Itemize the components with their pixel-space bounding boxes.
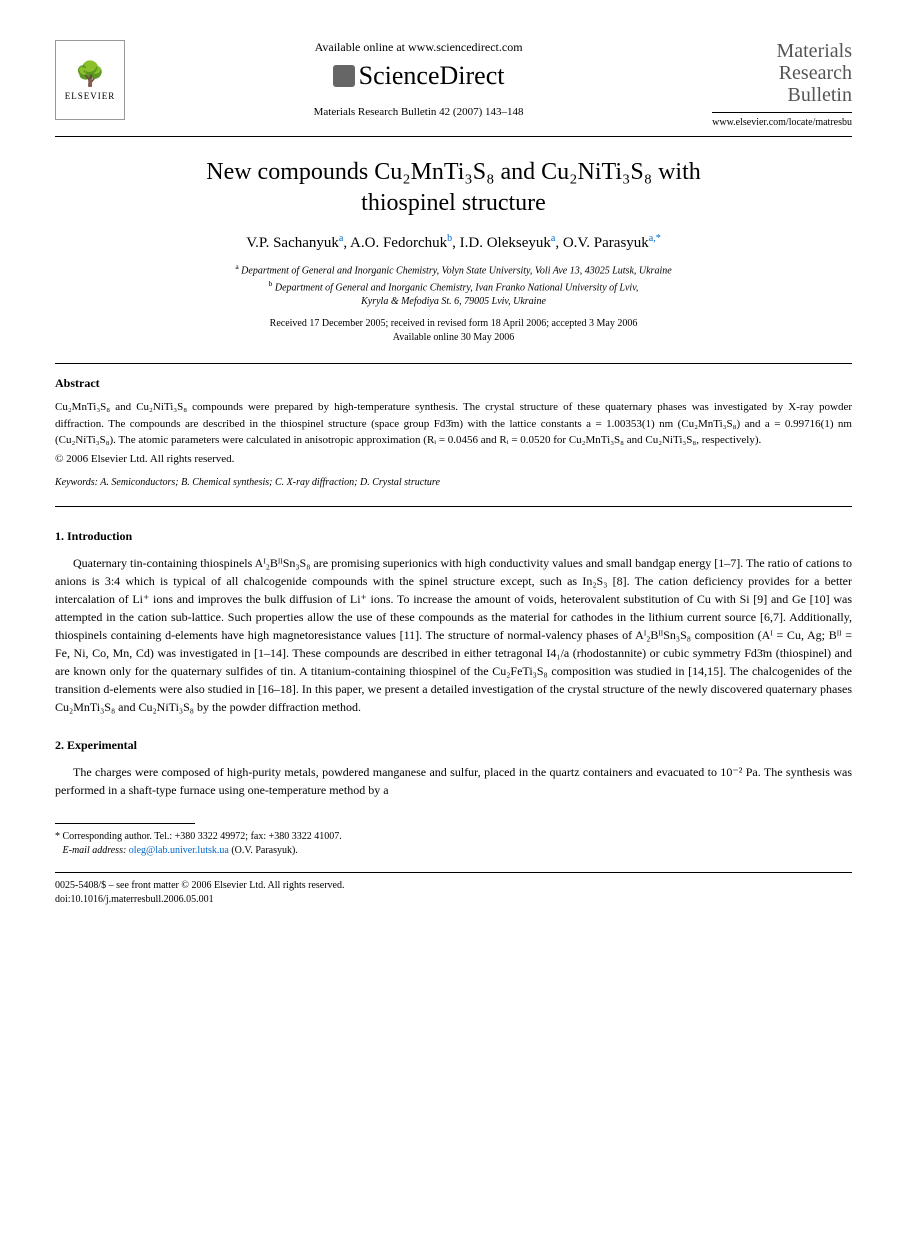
author-4: O.V. Parasyuk: [563, 235, 649, 251]
intro-paragraph: Quaternary tin-containing thiospinels Aᴵ…: [55, 554, 852, 716]
author-3: I.D. Olekseyuk: [460, 235, 551, 251]
corresponding-footnote: * Corresponding author. Tel.: +380 3322 …: [55, 830, 852, 858]
author-3-aff: a: [551, 233, 555, 244]
available-online-text: Available online at www.sciencedirect.co…: [125, 40, 712, 55]
affiliation-b: b Department of General and Inorganic Ch…: [55, 279, 852, 309]
elsevier-label: ELSEVIER: [65, 91, 116, 101]
sciencedirect-label: ScienceDirect: [359, 61, 505, 91]
authors-line: V.P. Sachanyuka, A.O. Fedorchukb, I.D. O…: [55, 233, 852, 252]
header-row: 🌳 ELSEVIER Available online at www.scien…: [55, 40, 852, 128]
footer-doi: doi:10.1016/j.materresbull.2006.05.001: [55, 894, 214, 905]
keywords-text: A. Semiconductors; B. Chemical synthesis…: [100, 477, 440, 488]
abstract-text: Cu₂MnTi₃S₈ and Cu₂NiTi₃S₈ compounds were…: [55, 399, 852, 449]
corresponding-star-icon: *: [656, 233, 661, 244]
email-person: (O.V. Parasyuk).: [231, 845, 297, 856]
sciencedirect-logo: ScienceDirect: [333, 61, 505, 91]
author-2-aff: b: [447, 233, 452, 244]
journal-url: www.elsevier.com/locate/matresbu: [712, 117, 852, 128]
abstract-top-rule: [55, 363, 852, 364]
sciencedirect-icon: [333, 65, 355, 87]
abstract-copyright: © 2006 Elsevier Ltd. All rights reserved…: [55, 453, 852, 465]
experimental-paragraph: The charges were composed of high-purity…: [55, 763, 852, 799]
author-1: V.P. Sachanyuk: [246, 235, 339, 251]
affiliation-b-text-l2: Kyryla & Mefodiya St. 6, 79005 Lviv, Ukr…: [361, 296, 546, 307]
intro-heading: 1. Introduction: [55, 529, 852, 544]
author-1-aff: a: [339, 233, 343, 244]
footer-copyright: 0025-5408/$ – see front matter © 2006 El…: [55, 880, 344, 891]
email-label: E-mail address:: [63, 845, 127, 856]
journal-title-line2: Research: [712, 62, 852, 84]
footer-rule: [55, 872, 852, 873]
elsevier-logo: 🌳 ELSEVIER: [55, 40, 125, 120]
journal-title-block: Materials Research Bulletin www.elsevier…: [712, 40, 852, 128]
affiliation-a: a Department of General and Inorganic Ch…: [55, 262, 852, 278]
affiliation-a-text: Department of General and Inorganic Chem…: [241, 266, 672, 277]
experimental-heading: 2. Experimental: [55, 738, 852, 753]
article-dates: Received 17 December 2005; received in r…: [55, 317, 852, 345]
footer-block: 0025-5408/$ – see front matter © 2006 El…: [55, 879, 852, 907]
footnote-rule: [55, 823, 195, 824]
journal-title-line1: Materials: [712, 40, 852, 62]
header-bottom-rule: [55, 136, 852, 137]
article-title: New compounds Cu₂MnTi₃S₈ and Cu₂NiTi₃S₈ …: [55, 157, 852, 219]
keywords-line: Keywords: A. Semiconductors; B. Chemical…: [55, 477, 852, 488]
title-line1: New compounds Cu₂MnTi₃S₈ and Cu₂NiTi₃S₈ …: [206, 159, 701, 185]
received-date: Received 17 December 2005; received in r…: [270, 318, 638, 329]
author-4-aff: a,: [649, 233, 656, 244]
center-header: Available online at www.sciencedirect.co…: [125, 40, 712, 118]
affiliation-b-sup: b: [269, 279, 273, 288]
keywords-label: Keywords:: [55, 477, 98, 488]
journal-reference: Materials Research Bulletin 42 (2007) 14…: [125, 106, 712, 118]
affiliation-a-sup: a: [235, 262, 238, 271]
title-line2: thiospinel structure: [361, 190, 546, 216]
journal-title-line3: Bulletin: [712, 84, 852, 106]
corresponding-text: * Corresponding author. Tel.: +380 3322 …: [55, 831, 342, 842]
abstract-bottom-rule: [55, 506, 852, 507]
affiliation-b-text-l1: Department of General and Inorganic Chem…: [275, 282, 639, 293]
online-date: Available online 30 May 2006: [393, 332, 514, 343]
abstract-heading: Abstract: [55, 376, 852, 391]
email-link[interactable]: oleg@lab.univer.lutsk.ua: [129, 845, 229, 856]
elsevier-tree-icon: 🌳: [75, 60, 105, 89]
author-2: A.O. Fedorchuk: [350, 235, 447, 251]
journal-rule: [712, 112, 852, 113]
